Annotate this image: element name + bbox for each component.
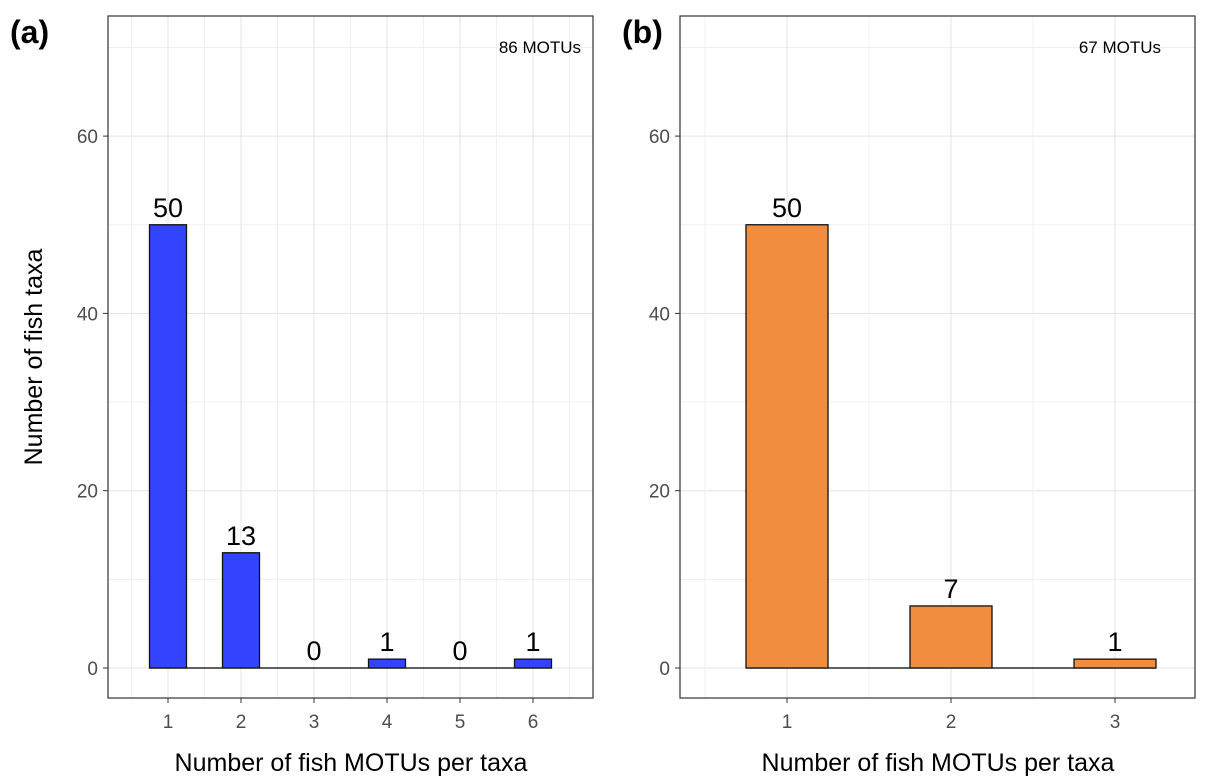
chart-panel-b: 50 7 1 0 20 40 60 1 2 3 Number of fish MOTUs per t…	[622, 14, 1196, 777]
panel-border	[679, 15, 1196, 699]
bar-value-label: 1	[379, 627, 394, 657]
bar	[909, 605, 993, 669]
panel-label: (a)	[10, 14, 49, 50]
motu-count-annotation: 67 MOTUs	[1079, 38, 1161, 57]
y-tick-label: 20	[649, 482, 670, 503]
bar	[1073, 658, 1157, 669]
bar-value-label: 1	[1107, 627, 1122, 657]
x-tick-label: 2	[946, 712, 957, 733]
y-tick-label: 40	[77, 304, 98, 325]
y-axis-title: Number of fish taxa	[20, 249, 48, 466]
bar-value-label: 50	[772, 193, 802, 223]
bar	[367, 658, 407, 669]
x-tick-label: 6	[528, 712, 539, 733]
y-tick-label: 20	[77, 482, 98, 503]
x-tick-label: 3	[309, 712, 320, 733]
x-tick-label: 1	[163, 712, 174, 733]
x-axis-title: Number of fish MOTUs per taxa	[175, 749, 528, 777]
y-tick-label: 0	[659, 659, 670, 680]
bar-value-label: 1	[525, 627, 540, 657]
bar	[513, 658, 553, 669]
bar-value-label: 50	[153, 193, 183, 223]
x-tick-label: 1	[782, 712, 793, 733]
y-tick-label: 0	[87, 659, 98, 680]
bar-value-label: 7	[943, 574, 958, 604]
x-axis-title: Number of fish MOTUs per taxa	[762, 749, 1115, 777]
x-tick-label: 3	[1110, 712, 1121, 733]
bar	[148, 224, 188, 669]
panel-label: (b)	[622, 14, 663, 50]
y-tick-label: 60	[649, 127, 670, 148]
y-tick-label: 40	[649, 304, 670, 325]
y-tick-label: 60	[77, 127, 98, 148]
bar-value-label: 0	[452, 636, 467, 666]
motu-count-annotation: 86 MOTUs	[499, 38, 581, 57]
bar	[221, 552, 261, 669]
x-tick-label: 4	[382, 712, 393, 733]
panel-border	[107, 15, 594, 699]
x-tick-label: 2	[236, 712, 247, 733]
bar-value-label: 0	[306, 636, 321, 666]
x-tick-label: 5	[455, 712, 466, 733]
bar	[745, 224, 829, 669]
bar-value-label: 13	[226, 521, 256, 551]
